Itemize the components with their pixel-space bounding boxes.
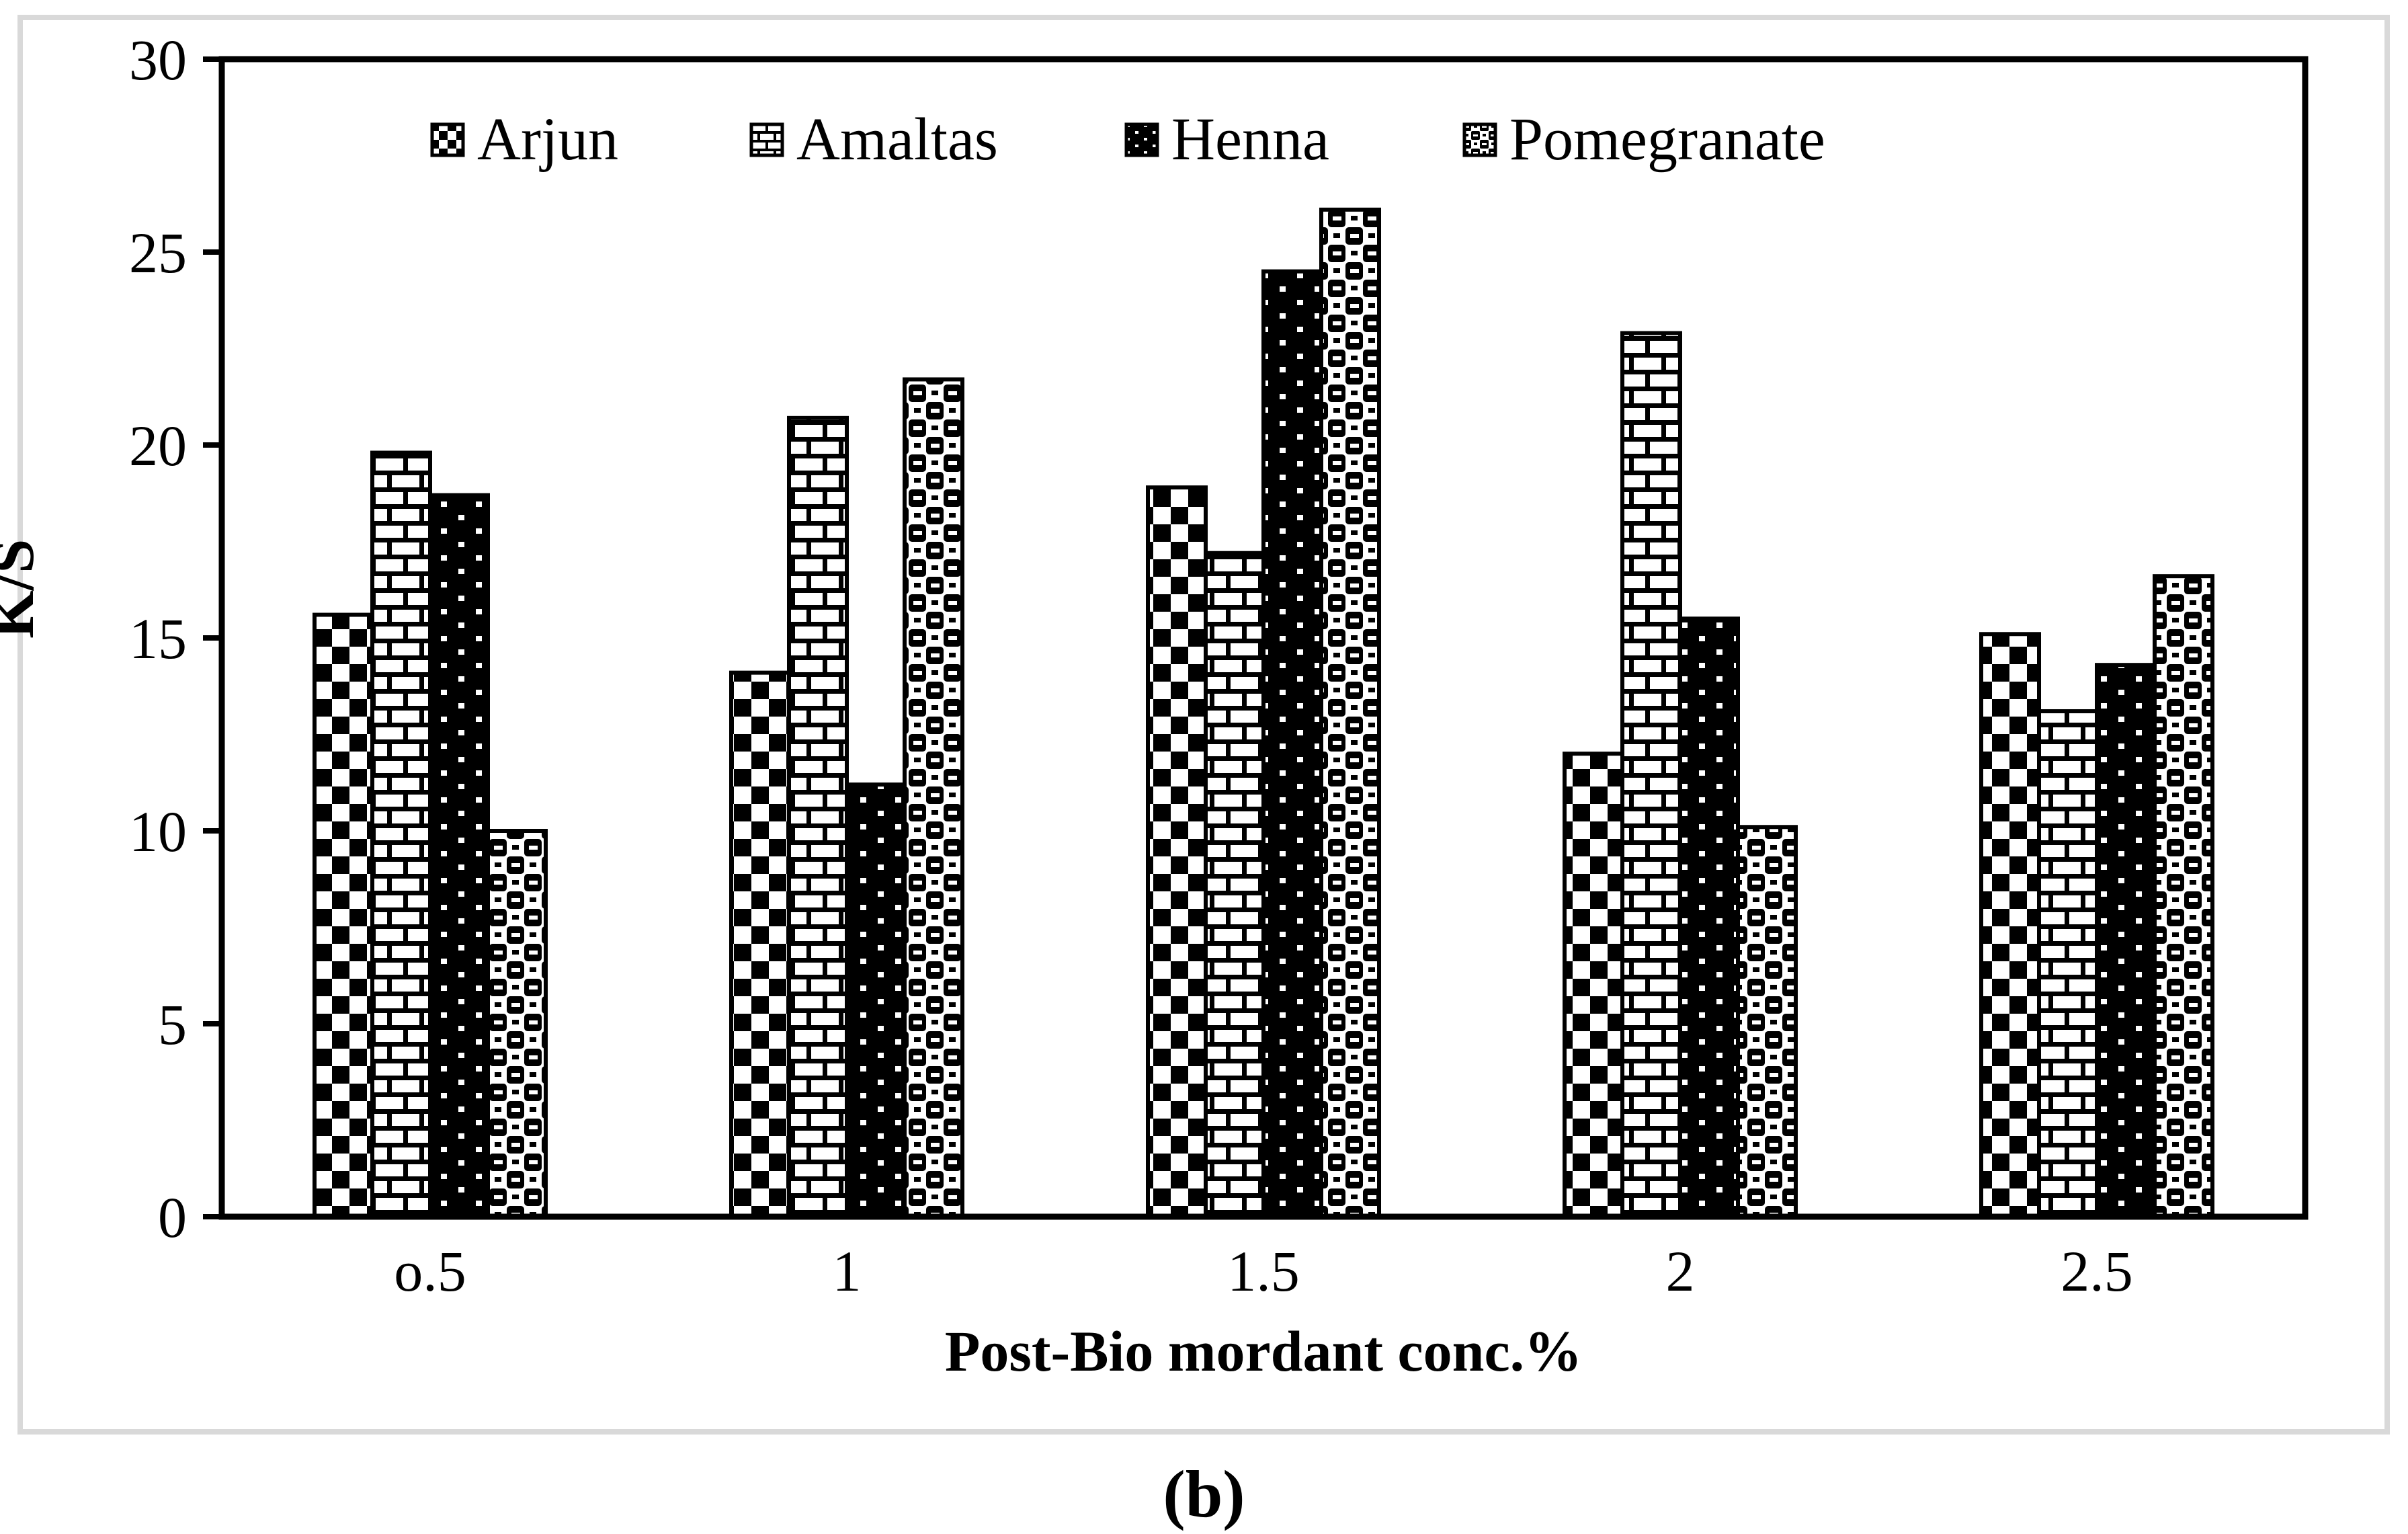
x-axis-title: Post-Bio mordant conc.% xyxy=(944,1319,1583,1383)
bar-arjun-1.5 xyxy=(1146,485,1208,1219)
legend-item-pomegranate: Pomegranate xyxy=(1462,106,1825,173)
legend-item-amaltas: Amaltas xyxy=(749,106,998,173)
bar-henna-2 xyxy=(1678,616,1740,1219)
y-tick-label: 10 xyxy=(129,799,187,864)
legend-swatch-checker-icon xyxy=(430,122,465,157)
legend-label: Pomegranate xyxy=(1509,106,1825,173)
legend-item-arjun: Arjun xyxy=(430,106,618,173)
bar-arjun-2.5 xyxy=(1979,632,2041,1219)
x-category-label: 2.5 xyxy=(2061,1239,2133,1303)
bars-layer xyxy=(313,207,2214,1219)
bar-henna-o.5 xyxy=(428,493,490,1219)
x-category-label: 1.5 xyxy=(1227,1239,1300,1303)
legend-swatch-weave-icon xyxy=(1462,122,1497,157)
bar-pomegranate-2.5 xyxy=(2153,574,2214,1219)
bar-amaltas-2 xyxy=(1620,331,1682,1219)
axis-text-layer: 0 5 10 15 20 25 30 o.5 1 1.5 2 2.5 xyxy=(129,28,2133,1303)
bar-pomegranate-2 xyxy=(1736,825,1798,1219)
bar-amaltas-1 xyxy=(787,415,849,1219)
legend-label: Amaltas xyxy=(796,106,998,173)
legend-item-henna: Henna xyxy=(1124,106,1329,173)
bar-arjun-1 xyxy=(729,670,791,1219)
legend-swatch-brick-icon xyxy=(749,122,784,157)
y-tick-label: 15 xyxy=(129,606,187,671)
bar-arjun-o.5 xyxy=(313,612,374,1219)
y-tick-label: 20 xyxy=(129,413,187,478)
bar-amaltas-2.5 xyxy=(2037,709,2099,1219)
figure-caption: (b) xyxy=(1163,1457,1245,1531)
bar-amaltas-1.5 xyxy=(1204,551,1265,1219)
bar-pomegranate-1 xyxy=(903,377,964,1219)
y-axis-title: K/S xyxy=(0,538,46,639)
bar-henna-1 xyxy=(845,782,907,1219)
bar-pomegranate-1.5 xyxy=(1319,207,1381,1219)
y-tick-label: 0 xyxy=(158,1185,187,1250)
legend-label: Henna xyxy=(1171,106,1329,173)
bar-amaltas-o.5 xyxy=(370,450,432,1219)
axis-layer xyxy=(203,56,2309,1220)
y-tick-label: 5 xyxy=(158,992,187,1057)
x-category-label: 1 xyxy=(833,1239,862,1303)
x-category-label: 2 xyxy=(1666,1239,1695,1303)
bar-pomegranate-o.5 xyxy=(486,829,548,1219)
legend-swatch-dots-icon xyxy=(1124,122,1159,157)
y-tick-label: 25 xyxy=(129,220,187,285)
bar-henna-2.5 xyxy=(2095,663,2157,1219)
legend-label: Arjun xyxy=(477,106,618,173)
x-category-label: o.5 xyxy=(394,1239,466,1303)
y-tick-label: 30 xyxy=(129,28,187,92)
bar-arjun-2 xyxy=(1563,752,1624,1219)
bar-henna-1.5 xyxy=(1261,269,1323,1219)
